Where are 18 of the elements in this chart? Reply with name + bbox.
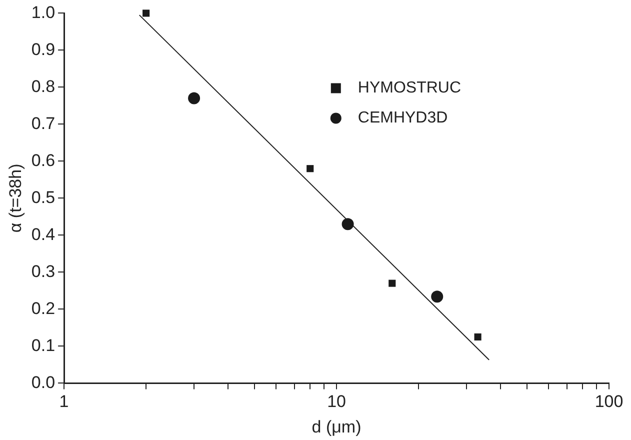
legend-label: HYMOSTRUC: [358, 80, 461, 97]
x-axis-title: d (μm): [312, 417, 362, 436]
x-tick-label: 10: [327, 392, 346, 412]
y-tick-label: 0.6: [31, 150, 56, 170]
y-axis-title: α (t=38h): [6, 164, 25, 233]
y-tick-label: 0.8: [31, 76, 56, 96]
y-tick-label: 0.5: [31, 188, 56, 207]
x-tick-label: 1: [59, 392, 69, 412]
y-tick-label: 0.0: [31, 372, 56, 392]
y-tick-label: 0.2: [31, 298, 56, 318]
x-tick-label: 100: [594, 392, 624, 412]
legend-label: CEMHYD3D: [358, 110, 448, 127]
y-tick-label: 0.7: [31, 114, 56, 133]
y-tick-label: 0.3: [31, 262, 56, 281]
y-tick-label: 0.1: [31, 336, 56, 355]
y-tick-label: 1.0: [31, 2, 56, 22]
y-tick-label: 0.9: [31, 40, 56, 59]
y-tick-label: 0.4: [31, 224, 56, 244]
